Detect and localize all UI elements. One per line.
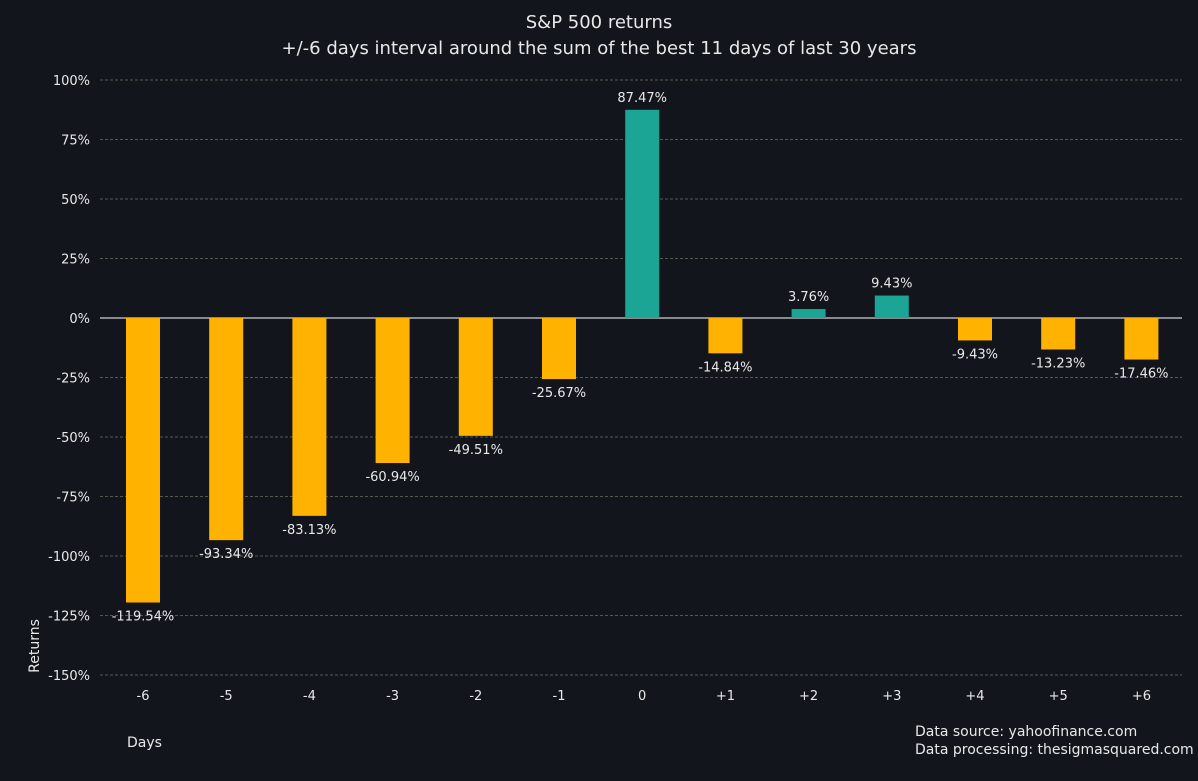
x-tick-label: +4: [965, 689, 984, 704]
y-tick-label: -125%: [48, 610, 90, 625]
y-axis-label: Returns: [27, 619, 43, 673]
x-tick-label: -3: [386, 689, 399, 704]
bar--5: [209, 318, 244, 541]
data-label: -25.67%: [532, 386, 586, 401]
bar-+3: [874, 295, 909, 318]
bar-+5: [1041, 318, 1076, 350]
x-tick-label: +2: [799, 689, 818, 704]
data-label: -83.13%: [282, 523, 336, 538]
y-tick-label: 100%: [53, 74, 90, 89]
x-tick-label: +6: [1132, 689, 1151, 704]
y-tick-label: 50%: [61, 193, 90, 208]
x-tick-label: -1: [553, 689, 566, 704]
y-tick-label: 0%: [69, 312, 90, 327]
data-label: -14.84%: [698, 360, 752, 375]
data-label: -13.23%: [1031, 356, 1085, 371]
chart-subtitle: +/-6 days interval around the sum of the…: [282, 38, 917, 59]
bars: [126, 109, 1159, 603]
x-tick-label: -5: [220, 689, 233, 704]
x-tick-label: +3: [882, 689, 901, 704]
data-label: -119.54%: [112, 610, 175, 625]
x-tick-label: +1: [716, 689, 735, 704]
data-labels: -119.54% -93.34% -83.13% -60.94% -49.51% -25.…: [112, 91, 1169, 625]
y-tick-label: -100%: [48, 550, 90, 565]
x-tick-label: -2: [469, 689, 482, 704]
x-tick-label: 0: [638, 689, 646, 704]
bar-+6: [1124, 318, 1159, 360]
grid-lines: [100, 79, 1182, 676]
y-tick-label: 75%: [61, 134, 90, 149]
bar-+2: [791, 309, 826, 318]
y-tick-label: -50%: [56, 431, 90, 446]
data-label: -93.34%: [199, 547, 253, 562]
bar-+4: [958, 318, 992, 341]
data-processing-note: Data processing: thesigmasquared.com: [915, 742, 1194, 758]
bar--3: [375, 318, 410, 464]
x-tick-label: -6: [137, 689, 150, 704]
y-tick-label: 25%: [61, 253, 90, 268]
bar-+1: [708, 318, 743, 354]
y-axis-ticks: 100% 75% 50% 25% 0% -25% -50% -75% -100% -125% -15…: [48, 74, 90, 684]
chart-title: S&P 500 returns: [526, 12, 673, 33]
y-tick-label: -75%: [56, 491, 90, 506]
data-label: -17.46%: [1114, 367, 1168, 382]
data-label: -9.43%: [952, 347, 998, 362]
x-axis-ticks: -6 -5 -4 -3 -2 -1 0 +1 +2 +3 +4 +5 +6: [137, 689, 1151, 704]
x-tick-label: +5: [1049, 689, 1068, 704]
data-label: 3.76%: [788, 290, 829, 305]
y-tick-label: -25%: [56, 372, 90, 387]
data-label: -49.51%: [449, 443, 503, 458]
x-tick-label: -4: [303, 689, 316, 704]
x-axis-label: Days: [127, 735, 162, 751]
y-tick-label: -150%: [48, 669, 90, 684]
bar--4: [292, 318, 327, 516]
data-source-note: Data source: yahoofinance.com: [915, 724, 1137, 740]
bar--6: [126, 318, 160, 603]
data-label: 87.47%: [617, 91, 667, 106]
bar--2: [458, 318, 493, 436]
data-label: 9.43%: [871, 277, 912, 292]
bar--1: [542, 318, 576, 380]
bar-0: [625, 109, 660, 318]
data-label: -60.94%: [365, 470, 419, 485]
